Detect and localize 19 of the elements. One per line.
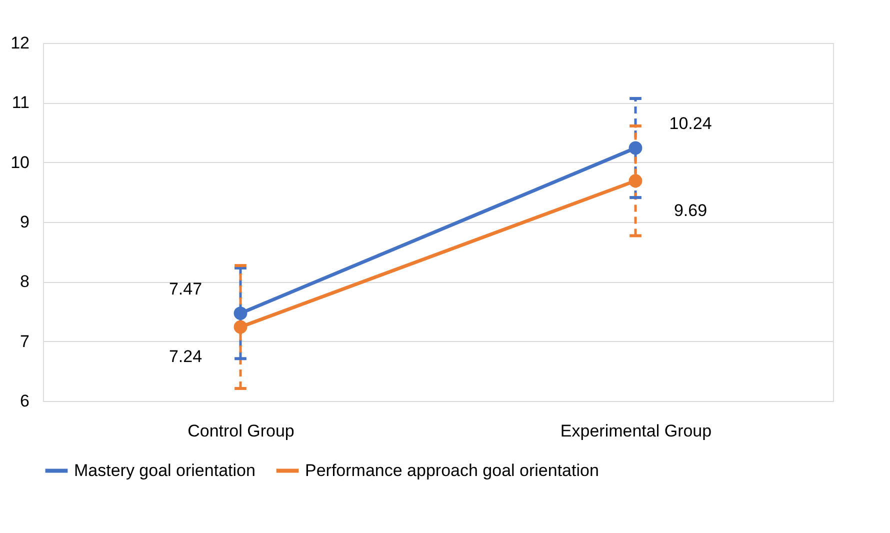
- y-tick-label: 9: [20, 212, 30, 232]
- data-label: 9.69: [674, 200, 708, 220]
- legend-label: Mastery goal orientation: [74, 460, 256, 480]
- data-label: 10.24: [669, 114, 712, 134]
- point: [234, 306, 248, 320]
- y-tick-label: 12: [10, 34, 30, 52]
- data-label: 7.47: [168, 279, 202, 298]
- y-tick-label: 10: [10, 152, 30, 172]
- point: [628, 174, 642, 188]
- legend-label: Performance approach goal orientation: [305, 460, 599, 480]
- point: [234, 320, 248, 334]
- y-tick-label: 7: [20, 332, 30, 351]
- data-label: 7.24: [168, 347, 202, 366]
- y-tick-label: 8: [20, 272, 30, 292]
- x-tick-label: Experimental Group: [560, 422, 712, 440]
- x-tick-label: Control Group: [188, 422, 294, 440]
- y-tick-label: 11: [12, 93, 30, 112]
- y-tick-label: 6: [20, 392, 30, 410]
- point: [628, 141, 642, 155]
